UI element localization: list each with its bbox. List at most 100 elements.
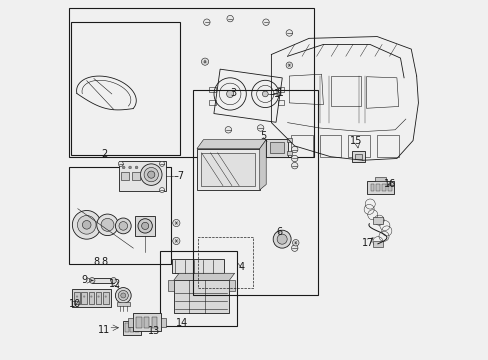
Bar bbox=[171, 259, 224, 273]
Text: 13: 13 bbox=[148, 325, 160, 336]
Bar bbox=[132, 172, 140, 180]
Text: –1: –1 bbox=[269, 89, 280, 99]
Circle shape bbox=[138, 219, 152, 233]
Bar bbox=[125, 323, 128, 332]
Circle shape bbox=[257, 125, 264, 131]
Circle shape bbox=[97, 296, 100, 298]
Text: 2: 2 bbox=[102, 149, 107, 159]
Text: –1: –1 bbox=[271, 88, 284, 98]
Circle shape bbox=[291, 155, 297, 162]
Bar bbox=[319, 135, 341, 157]
Circle shape bbox=[277, 234, 286, 244]
Bar bbox=[372, 217, 383, 224]
Circle shape bbox=[76, 296, 78, 298]
Bar bbox=[136, 317, 142, 328]
Bar bbox=[135, 216, 155, 235]
Circle shape bbox=[291, 245, 297, 251]
Bar bbox=[201, 153, 255, 186]
Bar bbox=[209, 100, 215, 105]
Bar bbox=[96, 292, 101, 305]
Bar bbox=[370, 184, 373, 191]
Circle shape bbox=[201, 58, 208, 65]
Bar bbox=[135, 323, 139, 332]
Text: 15: 15 bbox=[349, 136, 361, 145]
Bar bbox=[122, 320, 140, 335]
Bar bbox=[387, 184, 391, 191]
Circle shape bbox=[291, 146, 297, 153]
Circle shape bbox=[140, 164, 162, 185]
Bar bbox=[286, 150, 292, 155]
Text: 6: 6 bbox=[276, 227, 282, 237]
Text: 10: 10 bbox=[69, 299, 81, 309]
Circle shape bbox=[122, 166, 125, 169]
Bar bbox=[192, 90, 317, 296]
Text: 17: 17 bbox=[361, 238, 374, 248]
Bar bbox=[354, 154, 362, 159]
Circle shape bbox=[142, 222, 148, 229]
Circle shape bbox=[203, 19, 210, 26]
Circle shape bbox=[135, 166, 138, 169]
Bar bbox=[209, 87, 215, 92]
Circle shape bbox=[291, 162, 297, 169]
Circle shape bbox=[90, 296, 92, 298]
Bar bbox=[69, 167, 171, 264]
Circle shape bbox=[147, 171, 155, 178]
Circle shape bbox=[118, 291, 128, 301]
Circle shape bbox=[159, 161, 164, 166]
Polygon shape bbox=[197, 140, 265, 149]
Circle shape bbox=[273, 230, 290, 248]
Circle shape bbox=[83, 296, 85, 298]
Bar bbox=[88, 292, 94, 305]
Polygon shape bbox=[173, 273, 234, 280]
Text: 9: 9 bbox=[81, 275, 88, 285]
Bar bbox=[117, 302, 129, 306]
Circle shape bbox=[285, 62, 292, 68]
Circle shape bbox=[89, 278, 95, 283]
Circle shape bbox=[128, 166, 131, 169]
Bar bbox=[372, 240, 383, 247]
Circle shape bbox=[226, 90, 233, 98]
Text: 11: 11 bbox=[98, 325, 110, 335]
Bar bbox=[102, 292, 108, 305]
Text: 8: 8 bbox=[102, 257, 107, 267]
Bar bbox=[160, 251, 237, 326]
Circle shape bbox=[118, 161, 123, 166]
Bar bbox=[265, 139, 287, 157]
Bar bbox=[277, 100, 284, 105]
Circle shape bbox=[172, 237, 180, 244]
Circle shape bbox=[115, 288, 131, 303]
Circle shape bbox=[77, 216, 96, 234]
Bar bbox=[119, 161, 165, 192]
Circle shape bbox=[101, 219, 114, 231]
Bar bbox=[290, 135, 312, 157]
Text: 14: 14 bbox=[175, 319, 187, 328]
Text: –7: –7 bbox=[173, 171, 184, 181]
Bar bbox=[348, 135, 369, 157]
Bar bbox=[376, 135, 398, 157]
Circle shape bbox=[110, 278, 116, 283]
Circle shape bbox=[82, 221, 91, 229]
Text: 4: 4 bbox=[238, 262, 244, 272]
Text: 5: 5 bbox=[260, 131, 266, 141]
Bar bbox=[366, 181, 394, 194]
Bar bbox=[132, 314, 161, 331]
Bar bbox=[92, 278, 113, 283]
Bar bbox=[152, 317, 157, 328]
Bar bbox=[229, 280, 234, 291]
Text: 3: 3 bbox=[229, 88, 236, 98]
Bar bbox=[351, 151, 364, 162]
Circle shape bbox=[104, 296, 106, 298]
Circle shape bbox=[292, 239, 298, 246]
Circle shape bbox=[97, 214, 118, 235]
Bar bbox=[286, 138, 292, 142]
Circle shape bbox=[144, 167, 158, 182]
Bar bbox=[269, 142, 284, 153]
Bar bbox=[168, 280, 173, 291]
Circle shape bbox=[121, 293, 125, 298]
Bar bbox=[130, 323, 133, 332]
Circle shape bbox=[115, 218, 131, 234]
Text: 8: 8 bbox=[94, 257, 100, 267]
Bar bbox=[197, 149, 259, 190]
Bar bbox=[128, 318, 132, 327]
Polygon shape bbox=[259, 140, 265, 190]
